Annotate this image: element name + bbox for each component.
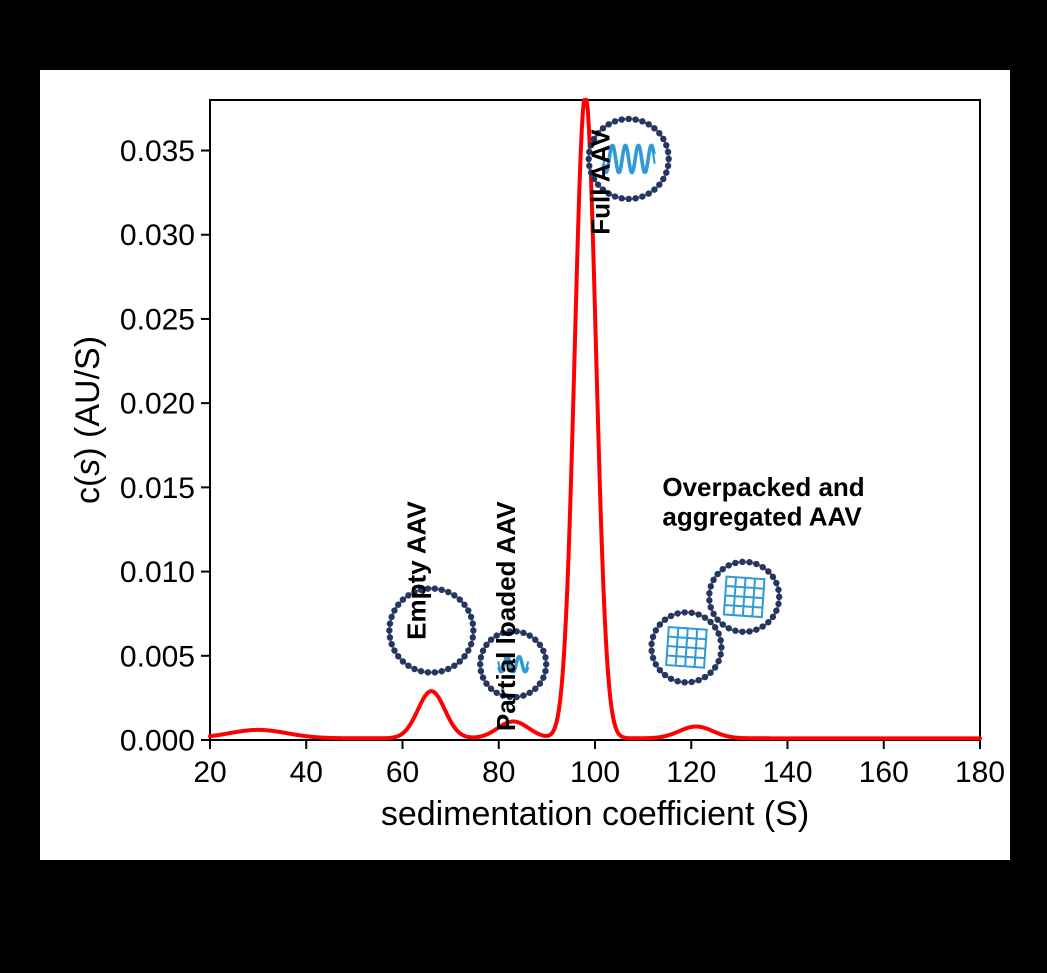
y-tick-label: 0.020 bbox=[120, 388, 195, 421]
y-tick-label: 0.015 bbox=[120, 472, 195, 505]
y-tick-label: 0.035 bbox=[120, 135, 195, 168]
x-tick-label: 120 bbox=[666, 756, 716, 789]
x-tick-label: 100 bbox=[570, 756, 620, 789]
x-tick-label: 20 bbox=[193, 756, 226, 789]
x-tick-label: 80 bbox=[482, 756, 515, 789]
x-tick-label: 160 bbox=[859, 756, 909, 789]
y-tick-label: 0.030 bbox=[120, 219, 195, 252]
sedimentation-chart: 20 40 60 80 100 120 140 160 180 sedimentation coe… bbox=[40, 70, 1010, 860]
y-tick-label: 0.005 bbox=[120, 640, 195, 673]
x-tick-label: 60 bbox=[386, 756, 419, 789]
overpacked-aav-label: Overpacked andaggregated AAV bbox=[662, 472, 864, 532]
chart-panel: 20 40 60 80 100 120 140 160 180 sedimentation coe… bbox=[40, 70, 1010, 860]
empty-aav-label: Empty AAV bbox=[401, 501, 431, 640]
x-tick-label: 180 bbox=[955, 756, 1005, 789]
x-axis-label: sedimentation coefficient (S) bbox=[381, 795, 809, 833]
full-aav-label: Full AAV bbox=[585, 129, 615, 235]
y-tick-label: 0.010 bbox=[120, 556, 195, 589]
x-tick-label: 140 bbox=[762, 756, 812, 789]
y-tick-label: 0.000 bbox=[120, 725, 195, 758]
x-tick-label: 40 bbox=[290, 756, 323, 789]
partial-aav-label: Partial loaded AAV bbox=[491, 501, 521, 731]
y-tick-label: 0.025 bbox=[120, 303, 195, 336]
y-axis-label: c(s) (AU/S) bbox=[69, 336, 107, 504]
